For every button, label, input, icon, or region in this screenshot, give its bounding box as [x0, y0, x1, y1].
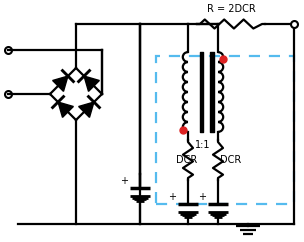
Text: +: + [120, 176, 128, 186]
Text: +: + [198, 192, 206, 202]
Polygon shape [53, 76, 68, 91]
Polygon shape [84, 76, 99, 91]
Text: +: + [168, 192, 176, 202]
Text: DCR: DCR [176, 155, 197, 165]
Bar [156, 56, 294, 204]
Text: R = 2DCR: R = 2DCR [207, 4, 255, 14]
Text: DCR: DCR [220, 155, 241, 165]
Polygon shape [79, 102, 94, 117]
Text: 1:1: 1:1 [195, 140, 211, 150]
Polygon shape [58, 102, 73, 117]
